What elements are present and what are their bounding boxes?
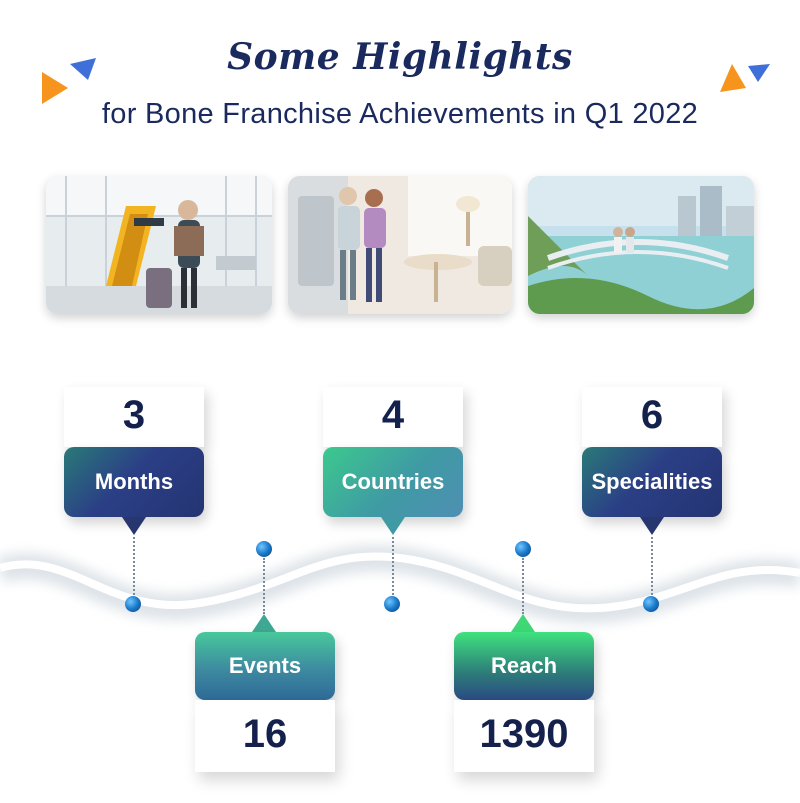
events-value-card (195, 700, 335, 772)
page-title: Some Highlights (227, 36, 573, 78)
countries-label: Countries (323, 447, 463, 517)
events-pointer (252, 614, 276, 632)
specialities-label: Specialities (582, 447, 722, 517)
timeline-node (515, 541, 531, 557)
months-value: 3 (122, 393, 146, 437)
connector-reach (522, 558, 524, 614)
connector-events (263, 558, 265, 614)
timeline-node (256, 541, 272, 557)
connector-months (133, 537, 135, 599)
stat-specialities: 6 Specialities (582, 387, 722, 522)
stat-months: 3 Months (64, 387, 204, 522)
timeline-node (643, 596, 659, 612)
home-kitchen-photo (288, 176, 512, 314)
timeline-node (125, 596, 141, 612)
stat-reach: Reach 1390 (454, 632, 594, 772)
events-label: Events (195, 632, 335, 700)
specialities-pointer (640, 517, 664, 535)
connector-countries (392, 537, 394, 599)
decorative-triangles-left (42, 58, 96, 104)
countries-value: 4 (381, 393, 405, 437)
stat-countries: 4 Countries (323, 387, 463, 522)
stat-events: Events 16 (195, 632, 335, 772)
countries-pointer (381, 517, 405, 535)
reach-value-card (454, 700, 594, 772)
timeline-wave (0, 545, 800, 624)
months-label: Months (64, 447, 204, 517)
events-value: 16 (242, 712, 288, 756)
city-bridge-photo (528, 176, 754, 314)
months-pointer (122, 517, 146, 535)
reach-label: Reach (454, 632, 594, 700)
reach-value: 1390 (479, 712, 569, 756)
connector-specialities (651, 537, 653, 599)
airport-traveler-photo (46, 176, 272, 314)
specialities-value-card (582, 387, 722, 447)
reach-pointer (511, 614, 535, 632)
page-subtitle: for Bone Franchise Achievements in Q1 20… (101, 98, 699, 130)
countries-value-card (323, 387, 463, 447)
timeline-node (384, 596, 400, 612)
decorative-triangles-right (720, 64, 770, 92)
months-value-card (64, 387, 204, 447)
specialities-value: 6 (640, 393, 664, 437)
